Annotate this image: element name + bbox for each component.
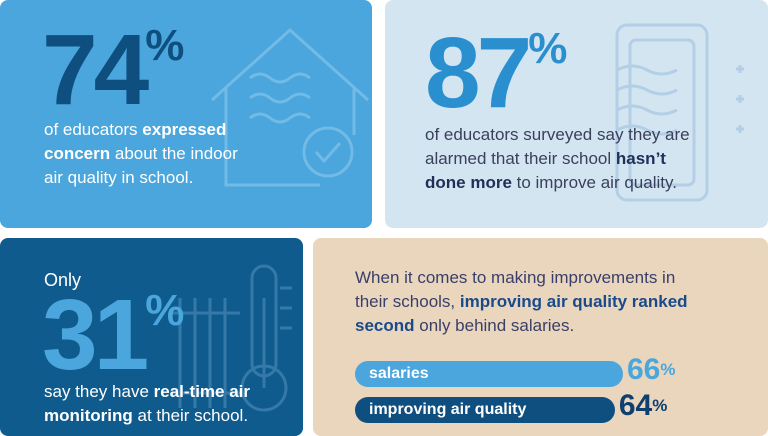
bar-value: 64%	[618, 389, 668, 422]
body-line: air quality in school.	[44, 166, 193, 190]
text: When it comes to making improvements in	[355, 268, 676, 287]
stat-number: 31	[42, 279, 149, 391]
bar: salaries	[355, 361, 623, 387]
bar-label: salaries	[369, 365, 429, 382]
bold-text: hasn’t	[615, 149, 666, 168]
house-icon	[210, 27, 370, 187]
stat: 74%	[42, 20, 184, 150]
body-line: done more to improve air quality.	[425, 171, 677, 195]
panel: 74% of educators expressed concern about t…	[0, 0, 372, 228]
bold-text: done more	[425, 173, 512, 192]
stat-unit: %	[528, 24, 568, 73]
bold-text: real-time air	[153, 382, 251, 401]
text: say they have	[44, 382, 154, 401]
body-line: When it comes to making improvements in	[355, 266, 675, 290]
stat-unit: %	[145, 21, 185, 70]
text: about the indoor	[110, 144, 238, 163]
bar-value: 66%	[626, 353, 676, 386]
text: to improve air quality.	[511, 173, 677, 192]
body-line: of educators expressed	[44, 118, 226, 142]
stat-number: 74	[42, 14, 149, 126]
panel: 87% of educators surveyed say they are ala…	[385, 0, 768, 228]
stat: 31%	[42, 285, 184, 415]
panel: When it comes to making improvements in t…	[313, 238, 768, 436]
bold-text: concern	[44, 144, 111, 163]
body-line: monitoring at their school.	[44, 404, 248, 428]
text: alarmed that their school	[425, 149, 616, 168]
bar: improving air quality	[355, 397, 615, 423]
bold-text: expressed	[142, 120, 227, 139]
stat: 87%	[425, 23, 567, 153]
body-line: alarmed that their school hasn’t	[425, 147, 666, 171]
bold-text: second	[355, 316, 415, 335]
panel: Only 31% say they have real-time air monito…	[0, 238, 303, 436]
bold-text: improving air quality ranked	[459, 292, 688, 311]
body-line: say they have real-time air	[44, 380, 250, 404]
body-line: second only behind salaries.	[355, 314, 574, 338]
text: only behind salaries.	[414, 316, 575, 335]
thermometer-icon	[170, 264, 292, 412]
body-line: of educators surveyed say they are	[425, 123, 690, 147]
body-line: concern about the indoor	[44, 142, 238, 166]
stat-number: 87	[425, 17, 532, 129]
text: at their school.	[132, 406, 249, 425]
text: of educators surveyed say they are	[425, 125, 690, 144]
text: of educators	[44, 120, 143, 139]
bold-text: monitoring	[44, 406, 133, 425]
text: their schools,	[355, 292, 460, 311]
text: air quality in school.	[44, 168, 194, 187]
bar-label: improving air quality	[369, 401, 527, 418]
purifier-icon	[615, 23, 744, 202]
body-line: their schools, improving air quality ran…	[355, 290, 688, 314]
stat-unit: %	[145, 286, 185, 335]
intro-text: Only	[44, 270, 82, 290]
